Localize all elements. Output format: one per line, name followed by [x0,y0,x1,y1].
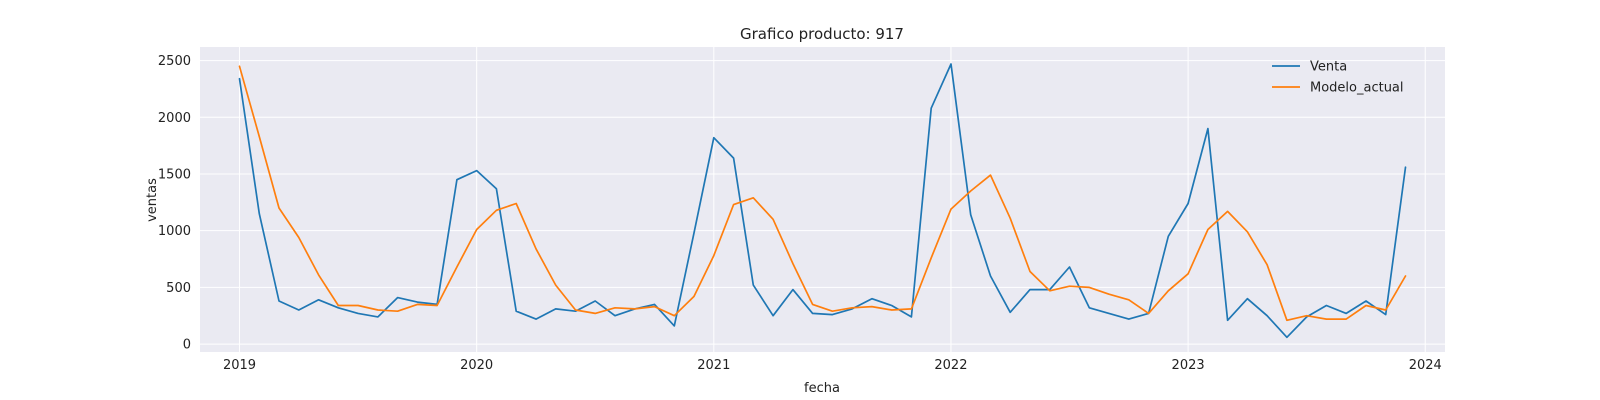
x-axis-label: fecha [804,381,840,396]
y-axis-label: ventas [145,178,160,222]
y-tick-label: 0 [183,338,191,353]
series-line-modelo-actual [238,65,1407,322]
chart-title: Grafico producto: 917 [740,25,904,43]
x-tick-label: 2023 [1172,358,1205,373]
x-tick-label: 2020 [460,358,493,373]
y-tick-label: 1000 [158,224,191,239]
x-tick-label: 2021 [697,358,730,373]
y-tick-label: 2500 [158,54,191,69]
y-tick-label: 2000 [158,111,191,126]
x-tick-label: 2022 [934,358,967,373]
legend-label-venta: Venta [1310,60,1347,75]
plot-area [200,47,1445,352]
y-tick-label: 1500 [158,167,191,182]
x-tick-label: 2024 [1409,358,1442,373]
series-line-venta [238,63,1407,339]
y-tick-label: 500 [166,281,191,296]
series-layer [238,63,1407,339]
tick-labels: 0 500 1000 1500 2000 2500 2019 2020 2021 2022 2023… [158,54,1442,373]
legend: Venta Modelo_actual [1272,60,1404,96]
x-tick-label: 2019 [223,358,256,373]
legend-label-modelo-actual: Modelo_actual [1310,81,1404,96]
grid [200,47,1445,352]
